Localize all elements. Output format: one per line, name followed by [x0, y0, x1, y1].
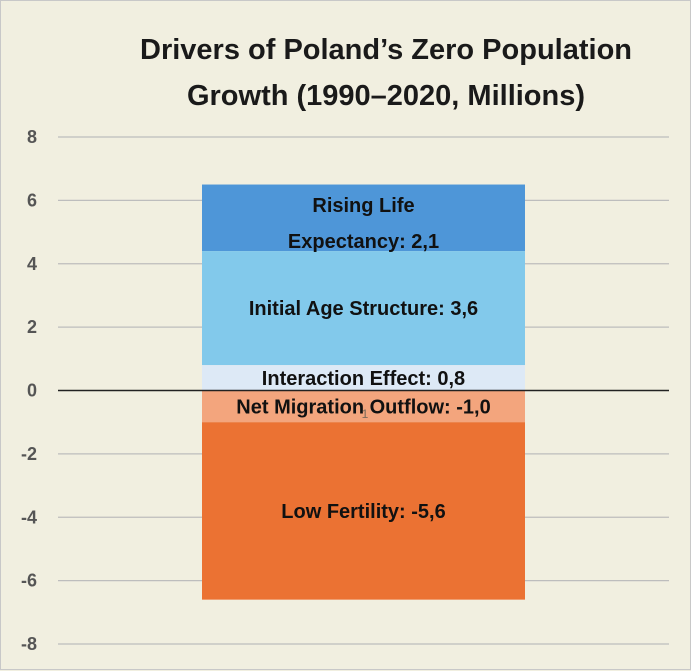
y-tick-label: 0 — [27, 381, 37, 401]
y-tick-label: 6 — [27, 190, 37, 210]
y-tick-label: -2 — [21, 444, 37, 464]
segment-label: Initial Age Structure: 3,6 — [249, 298, 478, 320]
segment-label: Low Fertility: -5,6 — [281, 501, 445, 523]
bar-segment — [202, 184, 525, 252]
y-tick-label: 2 — [27, 317, 37, 337]
y-tick-label: -8 — [21, 634, 37, 654]
chart-title: Drivers of Poland’s Zero Population Grow… — [140, 34, 632, 112]
y-tick-label: -4 — [21, 507, 37, 527]
bar-segment — [202, 422, 525, 600]
segment-label: Interaction Effect: 0,8 — [262, 368, 465, 390]
segment-label: Net Migration Outflow: -1,0 — [236, 396, 490, 418]
bar-segment — [202, 390, 525, 423]
y-tick-label: -6 — [21, 571, 37, 591]
bar-segment — [202, 251, 525, 366]
y-tick-label: 4 — [27, 254, 37, 274]
bar-segment — [202, 365, 525, 391]
annotation-mark: 1 — [362, 407, 369, 421]
y-tick-label: 8 — [27, 127, 37, 147]
segment-label: Rising Life Expectancy: 2,1 — [288, 195, 439, 253]
